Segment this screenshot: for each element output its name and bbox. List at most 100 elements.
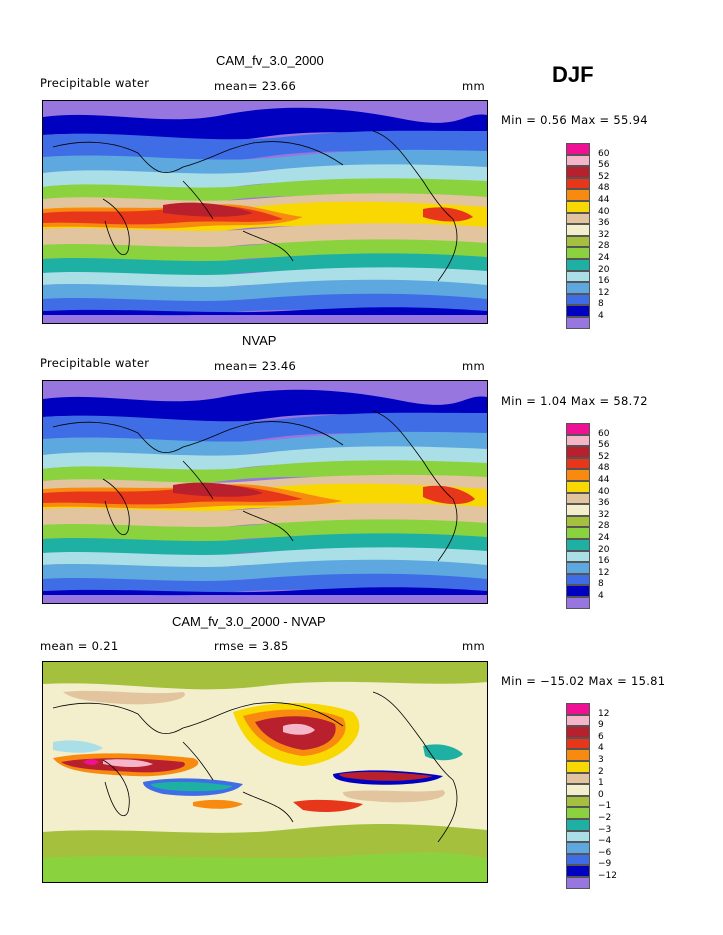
colorbar-tick-label: 0: [598, 789, 604, 800]
panel1-title: CAM_fv_3.0_2000: [216, 53, 324, 68]
colorbar-tick-label: 3: [598, 755, 604, 765]
colorbar-swatch: [566, 737, 590, 750]
panel3-colorbar: 12 9 6 4 3 2 1 0 −1 −2 −3 −4 −6 −9 −12: [566, 703, 617, 889]
colorbar-tick-label: 28: [598, 241, 610, 252]
panel3-map: [42, 661, 488, 883]
panel3-rmse: rmse = 3.85: [214, 639, 289, 653]
colorbar-tick-label: 20: [598, 264, 610, 275]
colorbar-swatch: [566, 795, 590, 808]
colorbar-tick-label: 48: [598, 463, 610, 474]
panel1-map: [42, 100, 488, 324]
colorbar-swatch: [566, 492, 590, 505]
panel1-colorbar: 60 56 52 48 44 40 36 32 28 24 20 16 12 8 4: [566, 143, 609, 329]
panel1-field-label: Precipitable water: [40, 76, 150, 90]
colorbar-tick-label: 36: [598, 498, 610, 509]
colorbar-swatch: [566, 515, 590, 528]
panel2-map: [42, 380, 488, 604]
colorbar-swatch: [566, 154, 590, 167]
colorbar-tick-label: −1: [598, 801, 612, 812]
colorbar-tick-label: 60: [598, 148, 610, 159]
colorbar-swatch: [566, 585, 590, 597]
panel3-minmax: Min = −15.02 Max = 15.81: [501, 674, 666, 688]
colorbar-tick-label: 28: [598, 521, 610, 532]
colorbar-swatch: [566, 258, 590, 271]
colorbar-swatch: [566, 876, 590, 889]
colorbar-tick-label: 8: [598, 299, 604, 310]
panel3-title: CAM_fv_3.0_2000 - NVAP: [172, 614, 326, 629]
colorbar-swatch: [566, 200, 590, 213]
colorbar-tick-label: 52: [598, 171, 610, 182]
colorbar-tick-label: −3: [598, 824, 612, 835]
colorbar-tick-label: 56: [598, 440, 610, 451]
colorbar-swatch: [566, 818, 590, 831]
colorbar-tick-label: 24: [598, 533, 610, 543]
panel1-minmax: Min = 0.56 Max = 55.94: [501, 113, 648, 127]
colorbar-swatch: [566, 726, 590, 738]
colorbar-swatch: [566, 469, 590, 481]
colorbar-swatch: [566, 305, 590, 317]
colorbar-tick-label: 8: [598, 579, 604, 590]
colorbar-swatch: [566, 550, 590, 563]
colorbar-tick-label: 56: [598, 160, 610, 171]
colorbar-tick-label: 6: [598, 731, 604, 742]
colorbar-swatch: [566, 865, 590, 877]
colorbar-swatch: [566, 807, 590, 819]
colorbar-swatch: [566, 166, 590, 178]
colorbar-tick-label: 12: [598, 287, 610, 298]
colorbar-tick-label: 16: [598, 556, 610, 567]
colorbar-swatch: [566, 143, 590, 155]
panel2-colorbar: 60 56 52 48 44 40 36 32 28 24 20 16 12 8 4: [566, 423, 609, 609]
colorbar-swatch: [566, 247, 590, 259]
colorbar-tick-label: 52: [598, 451, 610, 462]
colorbar-swatch: [566, 235, 590, 248]
colorbar-tick-label: 9: [598, 720, 604, 731]
colorbar-swatch: [566, 504, 590, 516]
colorbar-swatch: [566, 714, 590, 727]
colorbar-swatch: [566, 562, 590, 574]
colorbar-swatch: [566, 573, 590, 586]
panel1-unit: mm: [462, 79, 486, 93]
colorbar-tick-label: −2: [598, 813, 612, 823]
colorbar-swatch: [566, 480, 590, 493]
colorbar-swatch: [566, 224, 590, 236]
colorbar-swatch: [566, 830, 590, 843]
panel3-unit: mm: [462, 639, 486, 653]
colorbar-swatch: [566, 270, 590, 283]
panel3-mean: mean = 0.21: [40, 639, 119, 653]
colorbar-tick-label: 4: [598, 743, 604, 754]
colorbar-swatch: [566, 703, 590, 715]
season-label: DJF: [552, 62, 594, 87]
panel2-minmax: Min = 1.04 Max = 58.72: [501, 394, 648, 408]
colorbar-swatch: [566, 749, 590, 761]
colorbar-tick-label: 36: [598, 218, 610, 229]
colorbar-swatch: [566, 457, 590, 470]
colorbar-swatch: [566, 434, 590, 447]
colorbar-tick-label: 12: [598, 708, 610, 719]
colorbar-swatch: [566, 842, 590, 854]
colorbar-swatch: [566, 282, 590, 294]
colorbar-tick-label: 44: [598, 195, 610, 205]
colorbar-tick-label: 1: [598, 778, 604, 789]
colorbar-swatch: [566, 177, 590, 190]
colorbar-tick-label: 12: [598, 567, 610, 578]
colorbar-tick-label: 24: [598, 253, 610, 263]
panel2-mean: mean= 23.46: [214, 359, 297, 373]
colorbar-swatch: [566, 212, 590, 225]
colorbar-tick-label: −4: [598, 836, 612, 847]
colorbar-tick-label: −6: [598, 847, 612, 858]
panel2-title: NVAP: [242, 333, 277, 348]
colorbar-swatch: [566, 527, 590, 539]
colorbar-tick-label: −12: [598, 871, 617, 881]
colorbar-tick-label: −9: [598, 859, 612, 870]
panel2-field-label: Precipitable water: [40, 356, 150, 370]
colorbar-tick-label: 32: [598, 509, 610, 520]
colorbar-tick-label: 16: [598, 276, 610, 287]
colorbar-tick-label: 40: [598, 206, 610, 217]
colorbar-swatch: [566, 423, 590, 435]
colorbar-tick-label: 4: [598, 311, 604, 321]
colorbar-swatch: [566, 760, 590, 773]
panel2-unit: mm: [462, 359, 486, 373]
colorbar-tick-label: 60: [598, 428, 610, 439]
colorbar-swatch: [566, 189, 590, 201]
colorbar-tick-label: 2: [598, 766, 604, 777]
